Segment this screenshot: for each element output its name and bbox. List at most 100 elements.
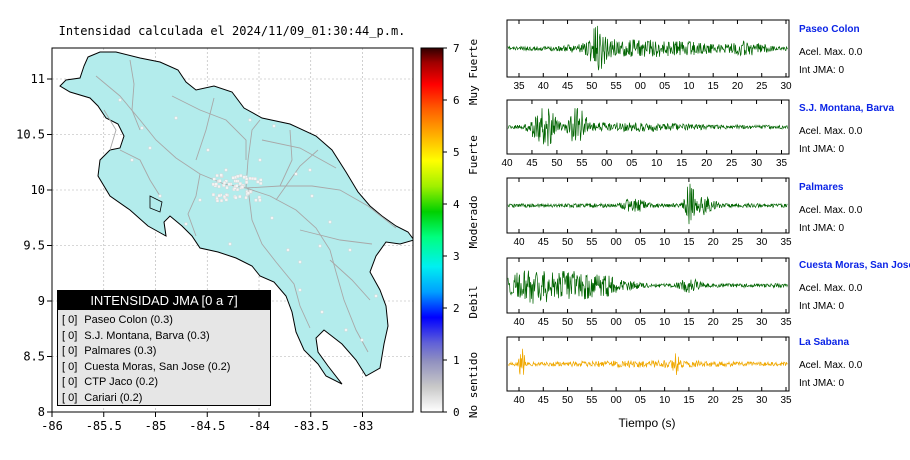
seismogram-tick-label: 20 xyxy=(708,395,720,406)
seismogram-tick-label: 10 xyxy=(683,81,695,92)
colorbar-tick-label: 6 xyxy=(453,94,460,107)
station-point xyxy=(272,124,276,128)
station-point xyxy=(212,177,216,181)
legend-item: [ 0] Cuesta Moras, San Jose (0.2) xyxy=(58,360,270,376)
legend-item: [ 0] Cariari (0.2) xyxy=(58,391,270,407)
colorbar-tick-label: 7 xyxy=(453,42,460,55)
seismogram-tick-label: 00 xyxy=(611,317,623,328)
seismogram-tick-label: 30 xyxy=(756,317,768,328)
station-point xyxy=(248,118,252,122)
station-point xyxy=(206,148,210,152)
station-point xyxy=(235,184,239,188)
station-name: Paseo Colon xyxy=(799,24,860,35)
legend-item-name: CTP Jaco (0.2) xyxy=(84,376,159,388)
station-point xyxy=(238,182,242,186)
legend-item: [ 0] CTP Jaco (0.2) xyxy=(58,375,270,391)
legend-item: [ 0] Palmares (0.3) xyxy=(58,344,270,360)
seismogram-tick-label: 15 xyxy=(676,158,688,169)
legend-item-name: Cariari (0.2) xyxy=(84,391,143,404)
station-point xyxy=(244,196,248,200)
station-point xyxy=(259,178,263,182)
station-point xyxy=(256,180,260,184)
station-point xyxy=(238,195,242,199)
station-int-jma: Int JMA: 0 xyxy=(799,223,845,234)
station-point xyxy=(270,216,274,220)
seismogram-tick-label: 30 xyxy=(756,237,768,248)
station-point xyxy=(228,242,232,246)
legend-item-name: S.J. Montana, Barva (0.3) xyxy=(84,329,210,342)
seismogram-panel: 40 45 50 55 00 05 10 15 20 25 30 35 xyxy=(501,99,790,169)
station-point xyxy=(236,174,240,178)
station-point xyxy=(218,179,222,183)
station-point xyxy=(298,288,302,292)
seismogram-panel: 40 45 50 55 00 05 10 15 20 25 30 35 xyxy=(506,336,792,406)
colorbar-tick-label: 4 xyxy=(453,198,460,211)
seismogram-tick-label: 20 xyxy=(732,81,744,92)
seismogram-tick-label: 50 xyxy=(551,158,563,169)
map-title: Intensidad calculada el 2024/11/09_01:30… xyxy=(59,24,406,38)
colorbar-category-label: Fuerte xyxy=(467,135,480,175)
seismogram-tick-label: 15 xyxy=(683,395,695,406)
station-acel-max: Acel. Max. 0.0 xyxy=(799,360,863,371)
seismogram-trace xyxy=(507,183,788,225)
station-point xyxy=(217,184,221,189)
station-point xyxy=(148,146,152,150)
station-point xyxy=(219,173,223,177)
map-x-tick-label: -84 xyxy=(248,419,270,433)
colorbar-tick-label: 5 xyxy=(453,146,460,159)
seismogram-tick-label: 40 xyxy=(513,237,525,248)
station-point xyxy=(344,328,348,332)
seismogram-tick-label: 15 xyxy=(683,237,695,248)
legend-item: [ 0] S.J. Montana, Barva (0.3) xyxy=(58,329,270,345)
station-point xyxy=(253,177,257,181)
map-y-tick-label: 11 xyxy=(31,72,45,86)
seismogram-tick-label: 50 xyxy=(562,237,574,248)
seismogram-tick-label: 30 xyxy=(751,158,763,169)
map-x-tick-label: -85.5 xyxy=(86,419,122,433)
station-point xyxy=(222,181,227,185)
seismogram-tick-label: 35 xyxy=(780,317,792,328)
station-point xyxy=(239,174,243,178)
seismogram-tick-label: 05 xyxy=(626,158,638,169)
traces-xlabel: Tiempo (s) xyxy=(619,416,676,430)
station-point xyxy=(174,116,178,120)
map-x-tick-label: -84.5 xyxy=(189,419,225,433)
seismogram-tick-label: 50 xyxy=(586,81,598,92)
map-y-tick-label: 9 xyxy=(38,294,45,308)
seismogram-tick-label: 30 xyxy=(756,395,768,406)
station-point xyxy=(234,179,239,183)
seismogram-tick-label: 10 xyxy=(659,395,671,406)
station-point xyxy=(224,193,229,197)
colorbar-tick-label: 3 xyxy=(453,250,460,263)
seismogram-trace xyxy=(507,25,788,71)
station-point xyxy=(318,244,322,248)
seismogram-tick-label: 15 xyxy=(708,81,720,92)
station-point xyxy=(224,168,228,172)
seismogram-tick-label: 25 xyxy=(732,317,744,328)
station-point xyxy=(246,191,250,195)
station-int-jma: Int JMA: 0 xyxy=(799,144,845,155)
map-y-tick-label: 10 xyxy=(31,183,45,197)
station-point xyxy=(211,193,215,197)
legend-item: [ 0] Paseo Colon (0.3) xyxy=(58,313,270,329)
colorbar-category-label: Debil xyxy=(467,285,480,318)
station-name: Palmares xyxy=(799,182,844,193)
station-point xyxy=(320,310,324,314)
seismogram-tick-label: 40 xyxy=(538,81,550,92)
station-point xyxy=(222,183,226,187)
seismogram-tick-label: 05 xyxy=(659,81,671,92)
seismogram-tick-label: 35 xyxy=(513,81,525,92)
seismogram-tick-label: 55 xyxy=(586,237,598,248)
station-point xyxy=(259,181,263,185)
station-point xyxy=(360,338,364,342)
seismogram-tick-label: 25 xyxy=(726,158,738,169)
seismogram-tick-label: 20 xyxy=(701,158,713,169)
seismogram-tick-label: 35 xyxy=(780,395,792,406)
station-points xyxy=(118,98,378,342)
colorbar: 0 1 2 3 4 5 6 7 No sentido Debil Moderado Fuerte Mu… xyxy=(420,39,480,419)
intensity-legend: INTENSIDAD JMA [0 a 7] [ 0] Paseo Colon (… xyxy=(57,290,271,406)
station-point xyxy=(219,199,224,203)
station-point xyxy=(308,168,312,172)
seismogram-trace xyxy=(507,107,788,147)
station-point xyxy=(242,175,246,179)
